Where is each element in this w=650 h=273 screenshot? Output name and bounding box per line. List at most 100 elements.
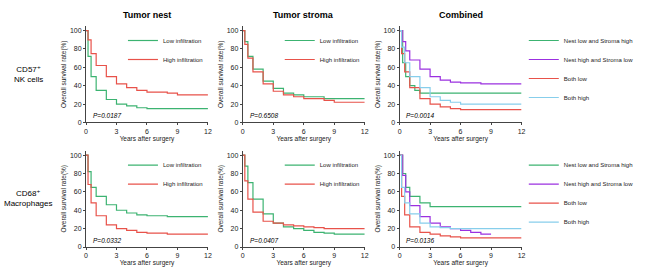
svg-text:Both high: Both high [564,95,589,101]
svg-text:12: 12 [204,252,212,259]
svg-text:CD57⁺NK cells: CD57⁺NK cells [14,65,43,84]
svg-text:12: 12 [361,128,369,135]
svg-text:20: 20 [231,225,239,232]
svg-text:9: 9 [489,252,493,259]
svg-text:6: 6 [459,252,463,259]
svg-text:12: 12 [204,128,212,135]
svg-text:6: 6 [302,128,306,135]
svg-text:9: 9 [176,252,180,259]
svg-text:12: 12 [518,252,526,259]
svg-text:6: 6 [459,128,463,135]
svg-text:Years after surgery: Years after surgery [433,259,488,267]
svg-text:Both high: Both high [564,219,589,225]
svg-text:Nest low and Stroma high: Nest low and Stroma high [564,38,633,44]
svg-text:80: 80 [387,170,395,177]
svg-text:0: 0 [241,252,245,259]
svg-text:Both low: Both low [564,200,588,206]
svg-text:40: 40 [74,207,82,214]
svg-text:Tumor stroma: Tumor stroma [273,10,334,20]
svg-text:20: 20 [387,225,395,232]
svg-text:6: 6 [145,252,149,259]
svg-text:60: 60 [231,64,239,71]
svg-text:P=0.6508: P=0.6508 [250,112,278,119]
svg-text:Years after surgery: Years after surgery [276,135,331,143]
svg-text:High infiltration: High infiltration [320,57,360,63]
svg-text:Nest high and Stroma low: Nest high and Stroma low [564,181,633,187]
svg-text:3: 3 [115,128,119,135]
svg-text:60: 60 [74,188,82,195]
svg-text:0: 0 [78,243,82,250]
svg-text:12: 12 [361,252,369,259]
svg-text:0: 0 [234,243,238,250]
svg-text:0: 0 [391,119,395,126]
svg-text:Tumor nest: Tumor nest [123,10,171,20]
svg-text:100: 100 [227,152,239,159]
svg-text:40: 40 [387,82,395,89]
svg-text:100: 100 [70,27,82,34]
svg-text:High infiltration: High infiltration [163,181,203,187]
svg-text:Years after surgery: Years after surgery [433,135,488,143]
svg-text:Low infiltration: Low infiltration [320,162,358,168]
svg-text:CD68⁺Macrophages: CD68⁺Macrophages [4,189,52,208]
svg-text:6: 6 [302,252,306,259]
svg-text:80: 80 [74,170,82,177]
svg-text:Overall survival rate(%): Overall survival rate(%) [60,165,68,233]
svg-text:0: 0 [398,128,402,135]
svg-text:0: 0 [84,128,88,135]
svg-text:P=0.0332: P=0.0332 [93,237,121,244]
svg-text:3: 3 [428,252,432,259]
svg-text:Overall survival rate(%): Overall survival rate(%) [374,165,382,233]
svg-text:3: 3 [428,128,432,135]
svg-text:20: 20 [74,101,82,108]
svg-text:6: 6 [145,128,149,135]
svg-text:60: 60 [387,188,395,195]
svg-text:P=0.0407: P=0.0407 [250,237,278,244]
svg-text:High infiltration: High infiltration [163,57,203,63]
svg-text:High infiltration: High infiltration [320,181,360,187]
svg-text:Combined: Combined [439,10,483,20]
svg-text:Overall survival rate(%): Overall survival rate(%) [374,40,382,108]
svg-text:80: 80 [231,170,239,177]
svg-text:20: 20 [231,101,239,108]
svg-text:40: 40 [231,207,239,214]
svg-text:Nest low and Stroma high: Nest low and Stroma high [564,162,633,168]
svg-text:Years after surgery: Years after surgery [120,135,175,143]
svg-text:3: 3 [271,252,275,259]
svg-text:Both low: Both low [564,76,588,82]
svg-text:Years after surgery: Years after surgery [120,259,175,267]
svg-text:0: 0 [398,252,402,259]
svg-text:40: 40 [74,82,82,89]
svg-text:Overall survival rate(%): Overall survival rate(%) [60,40,68,108]
svg-text:3: 3 [271,128,275,135]
svg-text:20: 20 [74,225,82,232]
svg-text:Overall survival rate(%): Overall survival rate(%) [217,40,225,108]
svg-text:9: 9 [489,128,493,135]
svg-text:P=0.0014: P=0.0014 [406,112,434,119]
svg-text:100: 100 [384,27,396,34]
svg-text:100: 100 [227,27,239,34]
svg-text:P=0.0136: P=0.0136 [406,237,434,244]
svg-text:3: 3 [115,252,119,259]
svg-text:0: 0 [391,243,395,250]
svg-text:40: 40 [387,207,395,214]
svg-text:60: 60 [74,64,82,71]
svg-text:Low infiltration: Low infiltration [163,162,201,168]
svg-text:80: 80 [387,45,395,52]
svg-text:60: 60 [231,188,239,195]
svg-text:12: 12 [518,128,526,135]
svg-text:Years after surgery: Years after surgery [276,259,331,267]
svg-text:9: 9 [176,128,180,135]
svg-text:0: 0 [234,119,238,126]
svg-text:60: 60 [387,64,395,71]
svg-text:20: 20 [387,101,395,108]
svg-text:80: 80 [231,45,239,52]
svg-text:9: 9 [332,252,336,259]
svg-text:Overall survival rate(%): Overall survival rate(%) [217,165,225,233]
svg-text:Low infiltration: Low infiltration [163,38,201,44]
svg-text:0: 0 [241,128,245,135]
svg-text:100: 100 [70,152,82,159]
svg-text:0: 0 [84,252,88,259]
svg-text:100: 100 [384,152,396,159]
svg-text:40: 40 [231,82,239,89]
svg-text:80: 80 [74,45,82,52]
